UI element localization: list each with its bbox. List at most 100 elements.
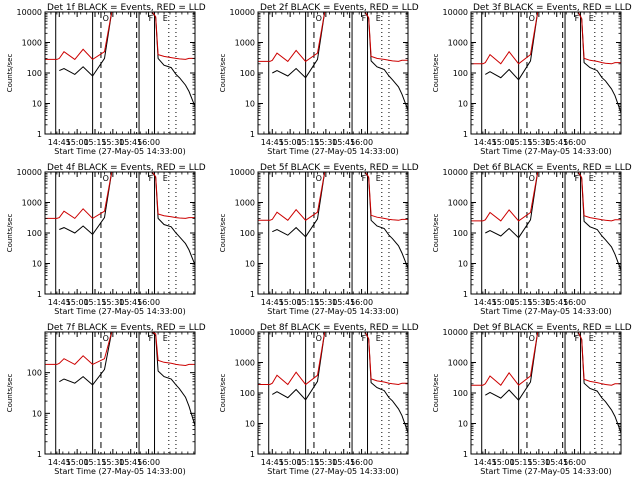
x-tick-label: 15:45: [119, 138, 142, 147]
panel-title: Det 3f BLACK = Events, RED = LLD: [473, 3, 632, 13]
x-tick-label: 14:45: [474, 458, 497, 467]
x-tick-label: 15:00: [492, 138, 515, 147]
panel-det-5: Det 5f BLACK = Events, RED = LLD Counts/s…: [219, 163, 419, 316]
y-tick-label: 1: [250, 290, 255, 299]
y-tick-label: 1000: [448, 199, 468, 208]
x-tick-label: 15:00: [66, 138, 89, 147]
panel-det-9: Det 9f BLACK = Events, RED = LLD Counts/s…: [432, 323, 632, 476]
plot-frame: [44, 331, 196, 455]
x-tick-label: 14:45: [261, 298, 284, 307]
x-tick-label: 15:00: [492, 458, 515, 467]
x-tick-label: 15:30: [527, 458, 550, 467]
x-tick-label: 15:00: [279, 138, 302, 147]
annotation-O: O: [103, 174, 109, 183]
y-tick-label: 100: [453, 229, 468, 238]
y-axis-label: Counts/sec: [432, 214, 440, 253]
x-tick-label: 15:45: [119, 458, 142, 467]
x-tick-label: 15:15: [509, 458, 532, 467]
y-tick-label: 1: [37, 450, 42, 459]
x-tick-label: 15:15: [83, 298, 106, 307]
x-tick-label: 14:45: [474, 298, 497, 307]
x-axis-label: Start Time (27-May-05 14:33:00): [480, 307, 611, 316]
y-tick-label: 1: [37, 290, 42, 299]
y-tick-label: 100: [240, 69, 255, 78]
x-axis-label: Start Time (27-May-05 14:33:00): [54, 467, 185, 476]
panel-title: Det 9f BLACK = Events, RED = LLD: [473, 323, 632, 333]
y-tick-label: 100: [453, 389, 468, 398]
y-tick-label: 10: [458, 100, 468, 109]
x-tick-label: 16:00: [350, 298, 373, 307]
y-axis-label: Counts/sec: [432, 374, 440, 413]
x-tick-label: 14:45: [261, 138, 284, 147]
y-tick-label: 1: [37, 130, 42, 139]
y-tick-label: 10000: [443, 328, 468, 337]
panel-det-7: Det 7f BLACK = Events, RED = LLD Counts/s…: [6, 323, 206, 476]
panel-det-2: Det 2f BLACK = Events, RED = LLD Counts/s…: [219, 3, 419, 156]
y-tick-label: 1: [250, 130, 255, 139]
x-tick-label: 15:45: [545, 138, 568, 147]
annotation-F: F: [575, 174, 580, 183]
panel-det-1: Det 1f BLACK = Events, RED = LLD Counts/s…: [6, 3, 206, 156]
x-tick-label: 14:45: [48, 298, 71, 307]
x-tick-label: 15:45: [332, 298, 355, 307]
x-tick-label: 15:45: [545, 458, 568, 467]
annotation-E: E: [376, 174, 381, 183]
y-tick-label: 10000: [443, 8, 468, 17]
panel-det-6: Det 6f BLACK = Events, RED = LLD Counts/s…: [432, 163, 632, 316]
y-axis-label: Counts/sec: [6, 214, 14, 253]
panel-title: Det 8f BLACK = Events, RED = LLD: [260, 323, 419, 333]
y-tick-label: 10: [245, 100, 255, 109]
x-tick-label: 15:15: [83, 458, 106, 467]
x-tick-label: 15:15: [509, 138, 532, 147]
annotation-O: O: [529, 14, 535, 23]
x-tick-label: 15:30: [314, 298, 337, 307]
annotation-E: E: [589, 334, 594, 343]
x-axis-label: Start Time (27-May-05 14:33:00): [54, 147, 185, 156]
panel-det-8: Det 8f BLACK = Events, RED = LLD Counts/s…: [219, 323, 419, 476]
x-axis-label: Start Time (27-May-05 14:33:00): [267, 147, 398, 156]
x-tick-label: 15:30: [314, 138, 337, 147]
y-tick-label: 100: [27, 369, 42, 378]
annotation-O: O: [529, 174, 535, 183]
annotation-E: E: [376, 14, 381, 23]
x-tick-label: 15:30: [527, 298, 550, 307]
x-axis-label: Start Time (27-May-05 14:33:00): [267, 467, 398, 476]
x-tick-label: 16:00: [137, 138, 160, 147]
x-axis-label: Start Time (27-May-05 14:33:00): [480, 147, 611, 156]
y-tick-label: 10000: [230, 328, 255, 337]
x-tick-label: 16:00: [350, 458, 373, 467]
y-tick-label: 100: [240, 229, 255, 238]
y-tick-label: 100: [27, 69, 42, 78]
annotation-E: E: [376, 334, 381, 343]
x-tick-label: 14:45: [261, 458, 284, 467]
y-tick-label: 1: [250, 450, 255, 459]
annotation-F: F: [362, 174, 367, 183]
y-tick-label: 10000: [230, 168, 255, 177]
y-tick-label: 10000: [17, 8, 42, 17]
x-tick-label: 14:45: [48, 458, 71, 467]
x-axis-label: Start Time (27-May-05 14:33:00): [267, 307, 398, 316]
panel-title: Det 5f BLACK = Events, RED = LLD: [260, 163, 419, 173]
x-tick-label: 14:45: [474, 138, 497, 147]
y-tick-label: 100: [453, 69, 468, 78]
y-tick-label: 100: [240, 389, 255, 398]
x-tick-label: 16:00: [137, 298, 160, 307]
y-axis-label: Counts/sec: [6, 54, 14, 93]
annotation-E: E: [163, 174, 168, 183]
annotation-E: E: [589, 14, 594, 23]
y-tick-label: 1000: [235, 199, 255, 208]
x-tick-label: 16:00: [137, 458, 160, 467]
x-tick-label: 14:45: [48, 138, 71, 147]
x-tick-label: 15:45: [119, 298, 142, 307]
panel-title: Det 7f BLACK = Events, RED = LLD: [47, 323, 206, 333]
y-tick-label: 10: [245, 420, 255, 429]
x-tick-label: 15:00: [279, 298, 302, 307]
y-tick-label: 1000: [235, 359, 255, 368]
annotation-F: F: [362, 334, 367, 343]
panel-title: Det 1f BLACK = Events, RED = LLD: [47, 3, 206, 13]
annotation-F: F: [575, 14, 580, 23]
x-tick-label: 15:00: [66, 458, 89, 467]
annotation-F: F: [149, 14, 154, 23]
